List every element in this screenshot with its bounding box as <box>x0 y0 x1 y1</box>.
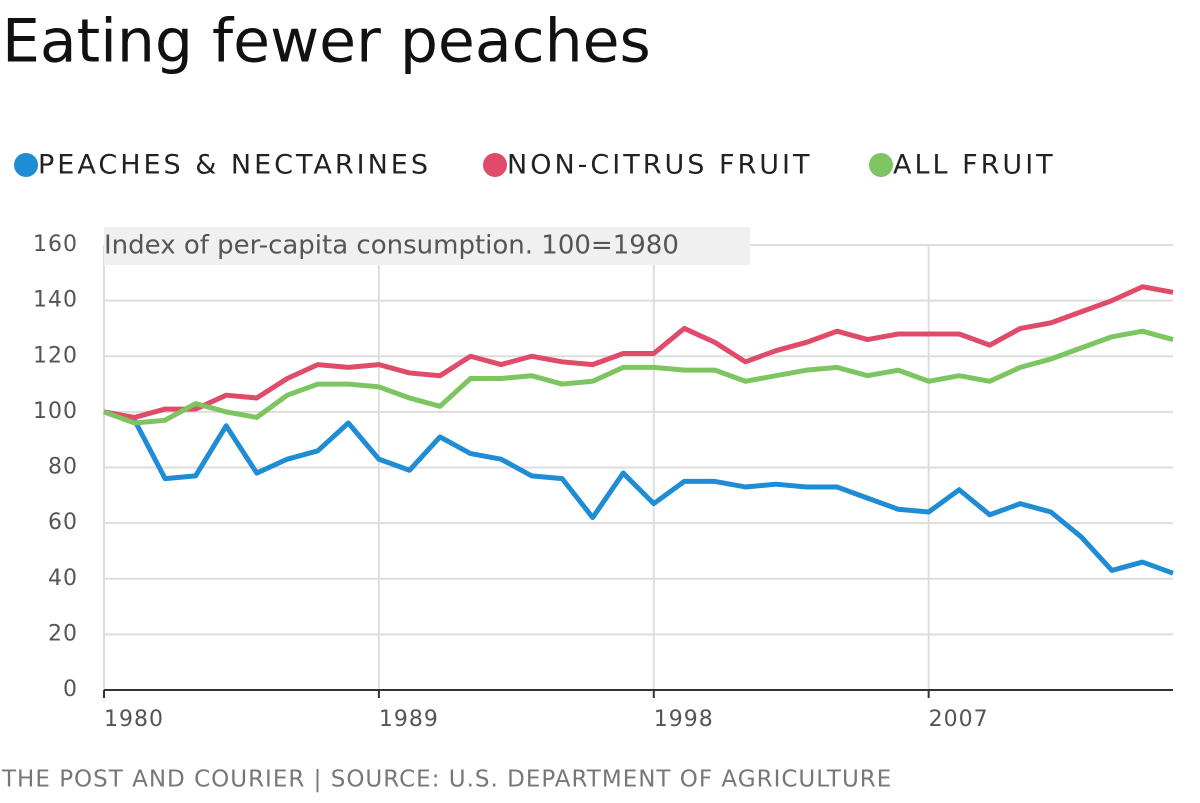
subtitle-bg <box>104 227 750 265</box>
y-tick-label: 0 <box>63 677 78 702</box>
y-tick-label: 120 <box>33 343 78 368</box>
legend-marker <box>869 153 893 177</box>
y-tick-label: 140 <box>33 288 78 313</box>
y-tick-label: 80 <box>48 455 78 480</box>
series-line <box>103 409 1174 576</box>
y-tick-label: 40 <box>48 566 78 591</box>
series-line <box>103 284 1174 420</box>
legend-marker <box>483 153 507 177</box>
legend-label: NON-CITRUS FRUIT <box>507 150 812 181</box>
legend-label: PEACHES & NECTARINES <box>38 150 431 181</box>
y-tick-label: 100 <box>33 399 78 424</box>
x-tick-label: 1998 <box>654 707 714 732</box>
y-tick-label: 60 <box>48 510 78 535</box>
x-tick-label: 1980 <box>104 707 164 732</box>
x-tick-label: 1989 <box>379 707 439 732</box>
series-line <box>103 328 1174 426</box>
subtitle: Index of per-capita consumption. 100=198… <box>104 231 679 261</box>
y-tick-label: 160 <box>33 232 78 257</box>
legend-marker <box>14 153 38 177</box>
y-tick-label: 20 <box>48 621 78 646</box>
x-tick-label: 2007 <box>929 707 989 732</box>
chart-title: Eating fewer peaches <box>2 7 651 77</box>
source: THE POST AND COURIER | SOURCE: U.S. DEPA… <box>1 767 892 793</box>
legend-label: ALL FRUIT <box>893 150 1056 181</box>
